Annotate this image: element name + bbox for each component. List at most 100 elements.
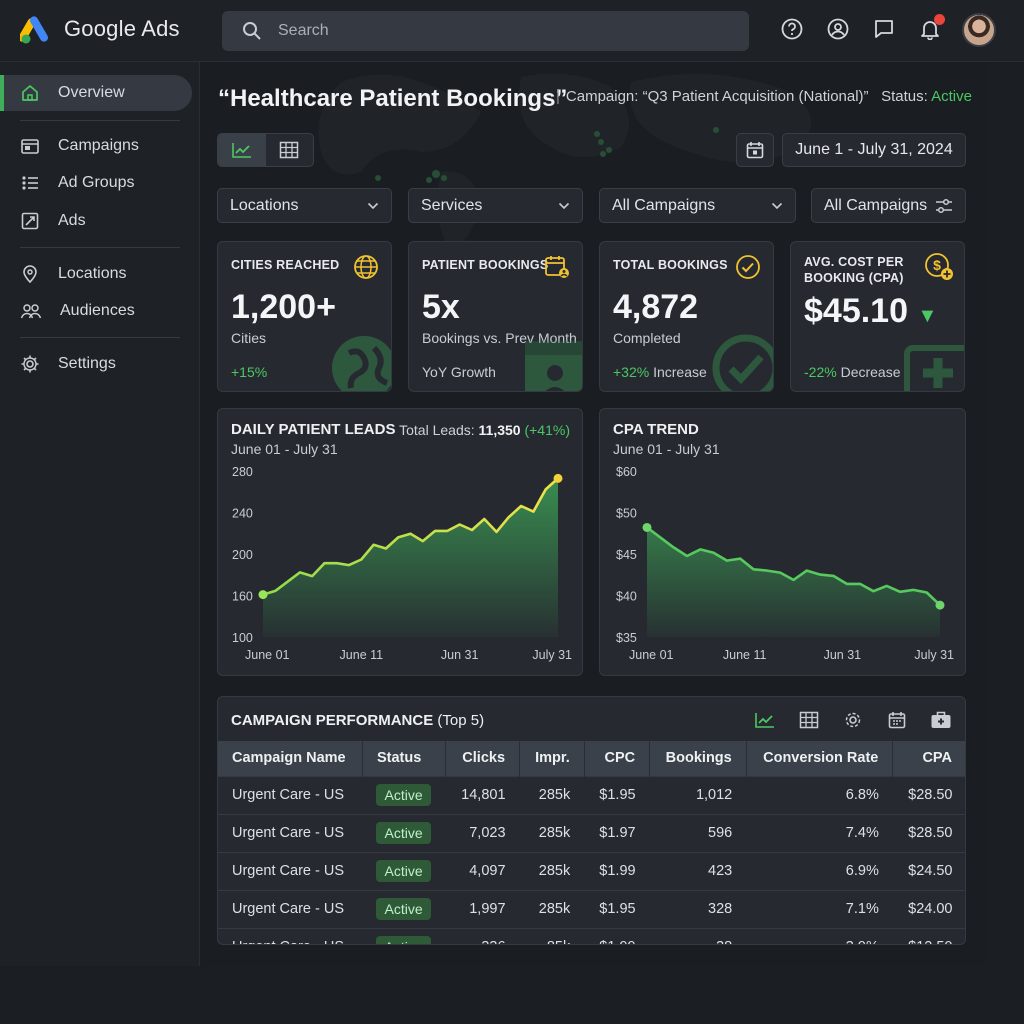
cell-status: Active xyxy=(362,851,446,890)
table-row[interactable]: Urgent Care - US Active 336 85k $1.99 38… xyxy=(218,927,965,944)
column-header-bookings[interactable]: Bookings xyxy=(649,741,747,776)
table-row[interactable]: Urgent Care - US Active 7,023 285k $1.97… xyxy=(218,813,965,852)
column-header-cpc[interactable]: CPC xyxy=(584,741,651,776)
table-header-row: Campaign Name Status Clicks Impr. CPC Bo… xyxy=(218,741,965,776)
cell-cpa: $28.50 xyxy=(892,775,965,814)
sidebar-item-overview[interactable]: Overview xyxy=(0,75,192,111)
table-view-button[interactable] xyxy=(266,134,314,166)
y-tick-label: $50 xyxy=(616,507,637,521)
avatar[interactable] xyxy=(962,13,996,47)
kpi-label: AVG. COST PER BOOKING (CPA) xyxy=(804,254,904,286)
data-point xyxy=(258,590,268,600)
cell-cpc: $1.97 xyxy=(584,813,650,852)
column-header-status[interactable]: Status xyxy=(362,741,447,776)
filter-label: Services xyxy=(421,196,483,214)
daily-patient-leads-chart[interactable]: 280 240 200 160 100 June 01 June 11 Jun 31 July … xyxy=(217,408,583,676)
sidebar-item-ads[interactable]: Ads xyxy=(0,203,192,239)
kpi-card-total-bookings[interactable]: TOTAL BOOKINGS 4,872 Completed +32% Incr… xyxy=(599,241,774,392)
series-area xyxy=(647,527,940,637)
kpi-label: TOTAL BOOKINGS xyxy=(613,258,728,272)
calendar-button[interactable] xyxy=(736,133,774,167)
cpa-chart-canvas: $60 $50 $45 $40 $35 June 01 June 11 Jun 31 July … xyxy=(616,465,954,662)
cell-clicks: 4,097 xyxy=(445,851,520,890)
leads-chart-canvas: 280 240 200 160 100 June 01 June 11 Jun 31 July … xyxy=(232,465,572,662)
kpi-change: -22% xyxy=(804,364,837,380)
cell-cpc: $1.99 xyxy=(584,927,650,944)
sidebar-item-label: Audiences xyxy=(60,302,135,319)
cell-cpc: $1.95 xyxy=(584,889,650,928)
kpi-sub: Bookings vs. Prev Month xyxy=(422,330,577,346)
cell-campaign-name: Urgent Care - US xyxy=(218,775,363,814)
kpi-card-cities-reached[interactable]: CITIES REACHED 1,200+ Cities +15% xyxy=(217,241,392,392)
chevron-down-icon xyxy=(558,202,570,209)
x-tick-label: June 01 xyxy=(629,648,674,662)
cell-campaign-name: Urgent Care - US xyxy=(218,889,363,928)
feedback-icon[interactable] xyxy=(872,17,896,41)
campaign-name: Campaign: “Q3 Patient Acquisition (Natio… xyxy=(565,88,869,105)
cell-bookings: 596 xyxy=(649,813,747,852)
cell-conversion-rate: 6.8% xyxy=(746,775,893,814)
medical-kit-tool[interactable] xyxy=(929,708,953,732)
kpi-card-avg-cpa[interactable]: AVG. COST PER BOOKING (CPA) $ $45.10 ▼ -… xyxy=(790,241,965,392)
filter-services[interactable]: Services xyxy=(408,188,583,223)
filter-locations[interactable]: Locations xyxy=(217,188,392,223)
chart-view-tool[interactable] xyxy=(753,708,777,732)
status-badge: Active xyxy=(376,822,431,844)
cell-conversion-rate: 3.9% xyxy=(746,927,893,944)
search-icon xyxy=(243,22,261,40)
separator: | xyxy=(556,88,560,105)
divider xyxy=(20,120,180,121)
column-header-campaign-name[interactable]: Campaign Name xyxy=(218,741,363,776)
medical-plus-watermark-icon xyxy=(904,345,964,391)
y-tick-label: $45 xyxy=(616,548,637,562)
divider xyxy=(20,247,180,248)
settings-tool[interactable] xyxy=(841,708,865,732)
table-row[interactable]: Urgent Care - US Active 4,097 285k $1.99… xyxy=(218,851,965,890)
x-tick-label: July 31 xyxy=(914,648,954,662)
check-circle-icon xyxy=(736,255,760,279)
kpi-change: +15% xyxy=(231,364,268,380)
y-tick-label: 240 xyxy=(232,507,253,521)
column-header-clicks[interactable]: Clicks xyxy=(445,741,521,776)
sidebar-item-settings[interactable]: Settings xyxy=(0,346,192,382)
sidebar-item-ad-groups[interactable]: Ad Groups xyxy=(0,165,192,201)
filter-campaigns[interactable]: All Campaigns xyxy=(599,188,796,223)
help-icon[interactable] xyxy=(780,17,804,41)
kpi-sub: Cities xyxy=(231,330,267,346)
kpi-card-patient-bookings[interactable]: PATIENT BOOKINGS 5x Bookings vs. Prev Mo… xyxy=(408,241,583,392)
sidebar-item-campaigns[interactable]: Campaigns xyxy=(0,128,192,164)
gear-icon xyxy=(845,712,861,728)
calendar-tool[interactable] xyxy=(885,708,909,732)
column-header-cpa[interactable]: CPA xyxy=(892,741,965,776)
total-leads-label: Total Leads: xyxy=(399,422,475,438)
account-icon[interactable] xyxy=(826,17,850,41)
cell-bookings: 38 xyxy=(649,927,747,944)
chart-view-button[interactable] xyxy=(218,134,266,166)
column-header-impressions[interactable]: Impr. xyxy=(519,741,585,776)
total-leads-value: 11,350 xyxy=(478,422,521,438)
google-ads-logo[interactable]: Google Ads xyxy=(20,14,180,44)
table-view-tool[interactable] xyxy=(797,708,821,732)
search-bar[interactable] xyxy=(222,11,749,51)
trend-down-icon: ▼ xyxy=(917,305,938,327)
gear-icon xyxy=(21,355,39,373)
data-point xyxy=(553,473,563,483)
grid-table-icon xyxy=(799,711,819,729)
notification-dot xyxy=(934,14,945,25)
chart-title: CPA TREND xyxy=(613,421,699,438)
date-range-picker[interactable]: June 1 - July 31, 2024 xyxy=(782,133,966,167)
campaign-performance-table-card: CAMPAIGN PERFORMANCE (Top 5) Campaign Na… xyxy=(217,696,966,945)
sidebar-item-audiences[interactable]: Audiences xyxy=(0,293,192,329)
search-input[interactable] xyxy=(278,22,698,40)
cell-clicks: 336 xyxy=(445,927,520,944)
y-tick-label: 100 xyxy=(232,631,253,645)
notifications-bell-icon[interactable] xyxy=(918,14,945,41)
table-row[interactable]: Urgent Care - US Active 14,801 285k $1.9… xyxy=(218,775,965,814)
cell-impressions: 285k xyxy=(519,775,585,814)
filter-campaigns-advanced[interactable]: All Campaigns xyxy=(811,188,966,223)
filter-label: All Campaigns xyxy=(612,196,716,214)
cpa-trend-chart[interactable]: $60 $50 $45 $40 $35 June 01 June 11 Jun 31 July … xyxy=(599,408,966,676)
column-header-conversion-rate[interactable]: Conversion Rate xyxy=(746,741,894,776)
table-row[interactable]: Urgent Care - US Active 1,997 285k $1.95… xyxy=(218,889,965,928)
sidebar-item-locations[interactable]: Locations xyxy=(0,256,192,292)
